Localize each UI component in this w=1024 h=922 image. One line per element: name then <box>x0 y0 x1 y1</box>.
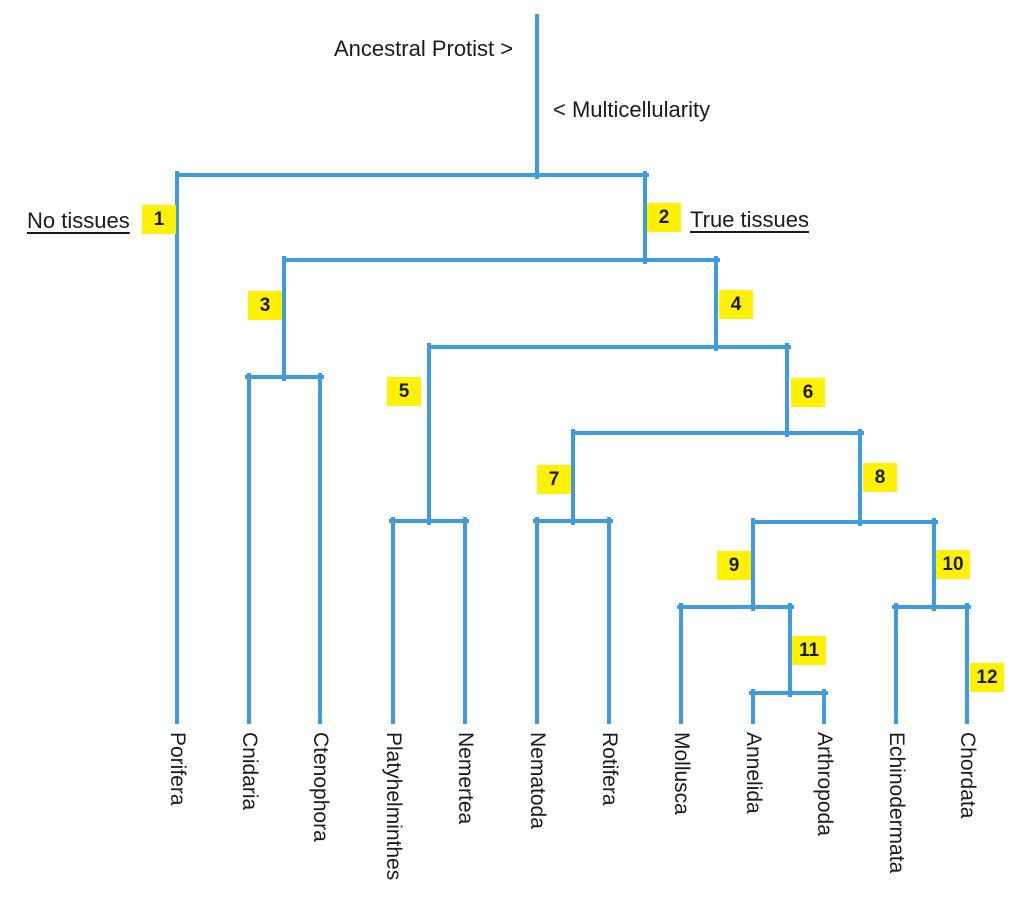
taxon-label-chordata: Chordata <box>956 732 979 819</box>
no-tissues-label: No tissues <box>27 208 130 233</box>
clade-badge-4: 4 <box>719 290 753 319</box>
clade-badge-9: 9 <box>717 551 751 580</box>
true-tissues-label: True tissues <box>690 207 810 232</box>
taxon-label-nemertea: Nemertea <box>454 732 477 825</box>
taxon-label-echinodermata: Echinodermata <box>885 732 908 874</box>
clade-badge-5: 5 <box>387 377 421 406</box>
clade-badge-6: 6 <box>791 378 825 407</box>
ancestral-protist-label: Ancestral Protist > <box>334 36 514 61</box>
clade-badge-12: 12 <box>970 663 1004 692</box>
taxon-label-rotifera: Rotifera <box>598 732 621 806</box>
taxon-label-mollusca: Mollusca <box>670 732 693 815</box>
clade-badge-10: 10 <box>936 550 970 579</box>
taxon-label-cnidaria: Cnidaria <box>238 732 261 811</box>
taxon-label-nematoda: Nematoda <box>526 732 549 829</box>
clade-badge-3: 3 <box>248 291 282 320</box>
clade-badge-8: 8 <box>863 463 897 492</box>
taxon-label-porifera: Porifera <box>166 732 189 806</box>
taxon-label-ctenophora: Ctenophora <box>309 732 332 842</box>
clade-badge-1: 1 <box>142 205 176 234</box>
taxon-label-annelida: Annelida <box>742 732 765 814</box>
clade-badge-7: 7 <box>537 465 571 494</box>
taxon-label-platyhelminthes: Platyhelminthes <box>382 732 405 881</box>
taxon-label-arthropoda: Arthropoda <box>813 732 836 836</box>
clade-badge-11: 11 <box>792 636 826 665</box>
multicellularity-label: < Multicellularity <box>553 97 711 122</box>
clade-badge-2: 2 <box>647 203 681 232</box>
